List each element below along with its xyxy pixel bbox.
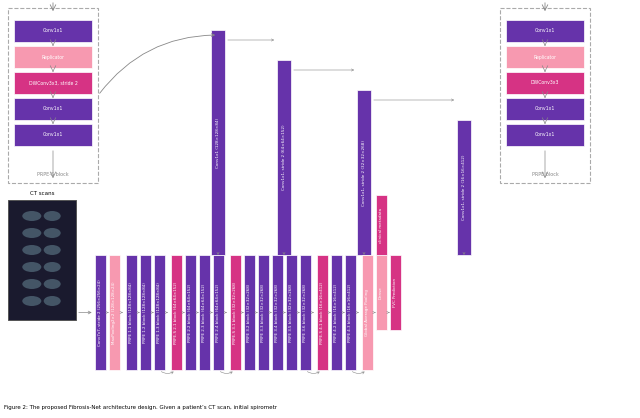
Ellipse shape: [44, 245, 61, 255]
Text: Replicator: Replicator: [42, 54, 65, 59]
Bar: [506, 20, 584, 42]
Bar: [14, 98, 92, 120]
Text: PRPE 3.5 block (32×32×268): PRPE 3.5 block (32×32×268): [289, 283, 293, 342]
Text: Dense: Dense: [379, 286, 383, 299]
Bar: [109, 255, 120, 370]
Bar: [285, 255, 296, 370]
Bar: [125, 255, 136, 370]
Bar: [170, 255, 182, 370]
Text: Conv1x1: Conv1x1: [535, 133, 555, 138]
Bar: [376, 195, 387, 255]
Text: PRPE 1.1 block (128×128×84): PRPE 1.1 block (128×128×84): [129, 282, 133, 343]
Bar: [277, 60, 291, 255]
Text: PRPE 4.3 block (16×16×412): PRPE 4.3 block (16×16×412): [348, 283, 352, 342]
Bar: [317, 255, 328, 370]
Ellipse shape: [22, 245, 42, 255]
Text: PRPE 2.4 block (64×64×152): PRPE 2.4 block (64×64×152): [216, 283, 220, 342]
Ellipse shape: [22, 228, 42, 238]
Text: Conv1x1 (128×128×84): Conv1x1 (128×128×84): [216, 117, 220, 168]
Bar: [344, 255, 355, 370]
Text: Conv1x1: Conv1x1: [43, 107, 63, 112]
Text: PRPE 3.6 block (32×32×268): PRPE 3.6 block (32×32×268): [303, 283, 307, 342]
Text: PRPE-S 3.1 block (32×32×268): PRPE-S 3.1 block (32×32×268): [233, 281, 237, 344]
Text: PRPE 4.2 block (16×16×412): PRPE 4.2 block (16×16×412): [334, 283, 338, 342]
Bar: [500, 8, 590, 183]
Ellipse shape: [22, 262, 42, 272]
Text: Global Average Pooling: Global Average Pooling: [365, 289, 369, 336]
Ellipse shape: [44, 296, 61, 306]
Text: PRPE 2.3 block (64×64×152): PRPE 2.3 block (64×64×152): [202, 283, 206, 342]
Bar: [271, 255, 282, 370]
Text: PRPE block: PRPE block: [532, 172, 558, 177]
Text: PRPE-S block: PRPE-S block: [37, 172, 69, 177]
Ellipse shape: [44, 228, 61, 238]
Bar: [300, 255, 310, 370]
Bar: [390, 255, 401, 330]
Text: Conv7x7, stride 2 (256×256×24): Conv7x7, stride 2 (256×256×24): [98, 279, 102, 346]
Text: PRPE 2.2 block (64×64×152): PRPE 2.2 block (64×64×152): [188, 283, 192, 342]
Bar: [8, 200, 76, 320]
Text: Conv1x1, stride 2 (64×64×152): Conv1x1, stride 2 (64×64×152): [282, 125, 286, 190]
Text: Conv1x1, stride 2 (32×32×268): Conv1x1, stride 2 (32×32×268): [362, 140, 366, 206]
Bar: [14, 46, 92, 68]
Ellipse shape: [44, 279, 61, 289]
Bar: [506, 98, 584, 120]
Text: Replicator: Replicator: [534, 54, 557, 59]
Bar: [154, 255, 164, 370]
Bar: [140, 255, 150, 370]
Bar: [357, 90, 371, 255]
Text: Figure 2: The proposed Fibrosis-Net architecture design. Given a patient’s CT sc: Figure 2: The proposed Fibrosis-Net arch…: [4, 405, 277, 410]
Bar: [376, 255, 387, 330]
Bar: [14, 72, 92, 94]
Bar: [95, 255, 106, 370]
Bar: [14, 20, 92, 42]
Bar: [14, 124, 92, 146]
Text: PRPE 1.2 block (128×128×84): PRPE 1.2 block (128×128×84): [143, 282, 147, 343]
Text: Conv1x1: Conv1x1: [43, 28, 63, 33]
Bar: [330, 255, 342, 370]
Bar: [8, 8, 98, 183]
Text: PRPE 3.2 block (32×32×268): PRPE 3.2 block (32×32×268): [247, 283, 251, 342]
Bar: [198, 255, 209, 370]
Bar: [362, 255, 372, 370]
Bar: [457, 120, 471, 255]
Text: clinical metadata: clinical metadata: [379, 207, 383, 242]
Bar: [257, 255, 269, 370]
Bar: [184, 255, 195, 370]
Bar: [243, 255, 255, 370]
Text: Conv1x1: Conv1x1: [535, 28, 555, 33]
Ellipse shape: [22, 211, 42, 221]
Ellipse shape: [22, 279, 42, 289]
Text: PRPE-S 2.1 block (64×64×152): PRPE-S 2.1 block (64×64×152): [174, 281, 178, 344]
Text: PRPE 3.4 block (32×32×268): PRPE 3.4 block (32×32×268): [275, 283, 279, 342]
Text: PRPE-S 4.1 block (16×16×412): PRPE-S 4.1 block (16×16×412): [320, 281, 324, 344]
Text: PRPE 1.3 block (128×128×84): PRPE 1.3 block (128×128×84): [157, 282, 161, 343]
Bar: [506, 46, 584, 68]
Text: Conv1x1, stride 2 (16×16×412): Conv1x1, stride 2 (16×16×412): [462, 155, 466, 220]
Text: FVC Prediction: FVC Prediction: [393, 278, 397, 307]
Bar: [506, 72, 584, 94]
Ellipse shape: [44, 211, 61, 221]
Bar: [506, 124, 584, 146]
Text: Conv1x1: Conv1x1: [43, 133, 63, 138]
Bar: [230, 255, 241, 370]
Text: PRPE 3.3 block (32×32×268): PRPE 3.3 block (32×32×268): [261, 283, 265, 342]
Text: DWConv3x3: DWConv3x3: [531, 81, 559, 86]
Bar: [211, 30, 225, 255]
Text: MaxPooling2×2 (128×128×24): MaxPooling2×2 (128×128×24): [112, 281, 116, 344]
Text: DWConv3x3, stride 2: DWConv3x3, stride 2: [29, 81, 77, 86]
Ellipse shape: [44, 262, 61, 272]
Text: CT scans: CT scans: [29, 191, 54, 196]
Bar: [212, 255, 223, 370]
Ellipse shape: [22, 296, 42, 306]
Text: Conv1x1: Conv1x1: [535, 107, 555, 112]
